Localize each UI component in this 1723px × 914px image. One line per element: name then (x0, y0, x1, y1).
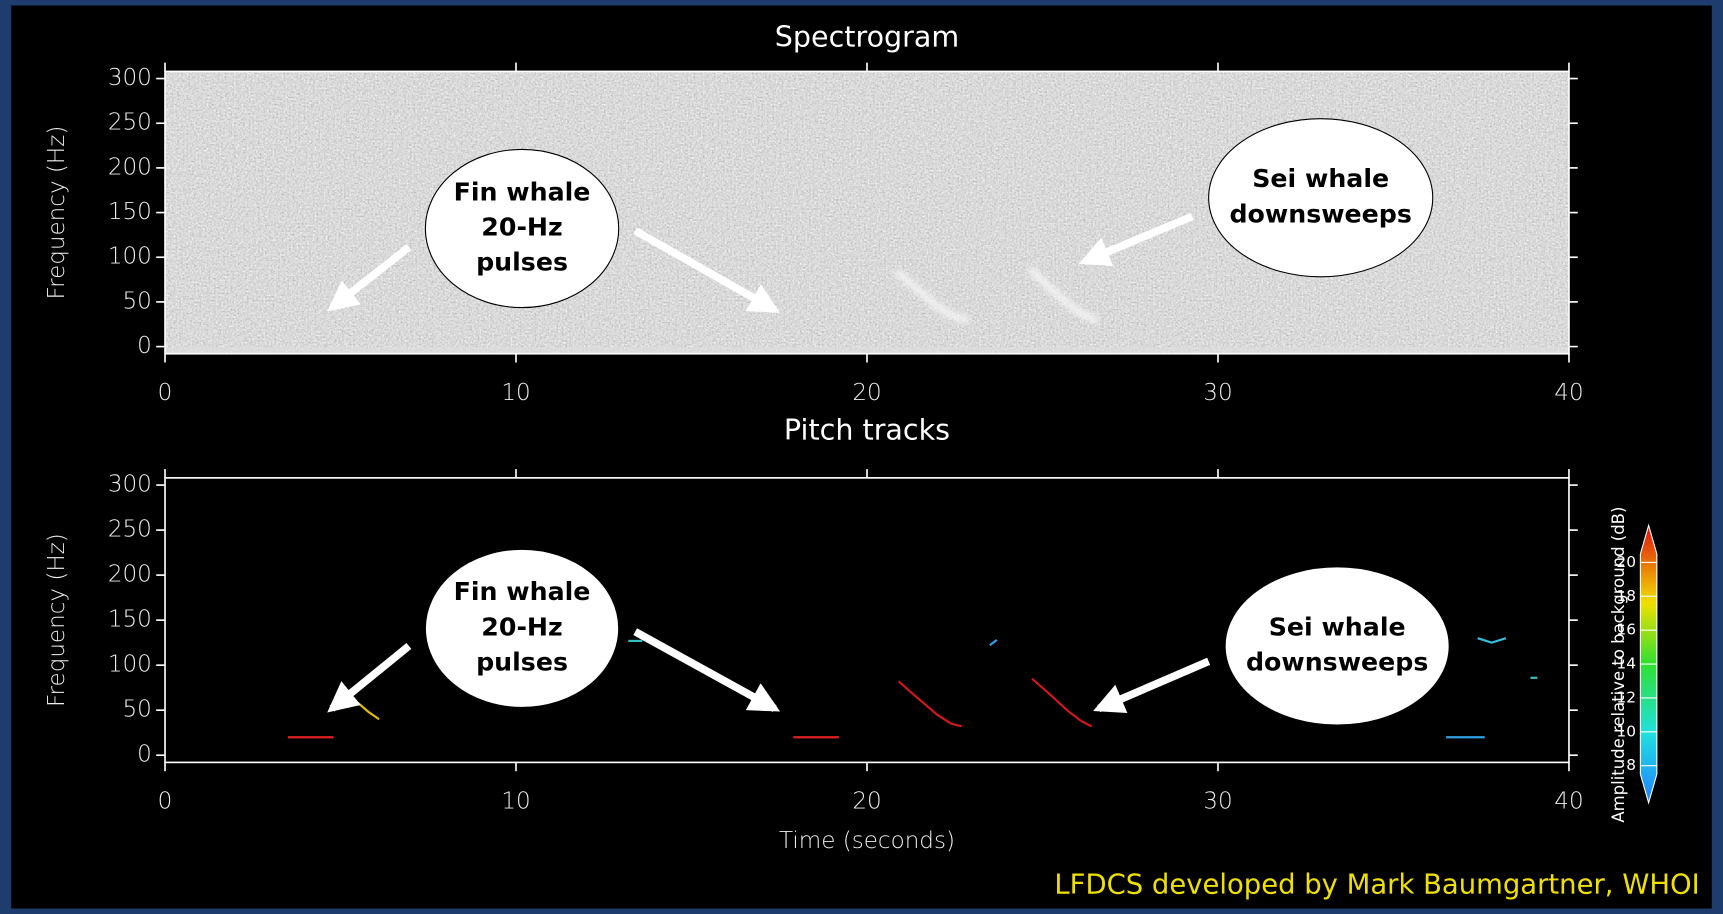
annotation-bubble (1208, 118, 1434, 278)
y-tick-label: 300 (108, 65, 152, 91)
colorbar-tick-label: 14 (1616, 655, 1636, 673)
x-tick-label: 40 (1554, 380, 1583, 406)
x-axis-label: Time (seconds) (779, 828, 955, 854)
x-tick-label: 20 (852, 380, 881, 406)
colorbar-tick-label: 8 (1626, 756, 1636, 774)
annotation-arrow (1093, 657, 1211, 713)
x-tick-label: 30 (1203, 788, 1232, 814)
y-tick-label: 100 (108, 244, 152, 270)
x-tick-label: 10 (501, 380, 530, 406)
annotation-text: downsweeps (1229, 199, 1411, 228)
chart-title: Spectrogram (775, 19, 959, 53)
y-tick-label: 150 (108, 199, 152, 225)
annotation-text: Fin whale (454, 177, 591, 206)
annotation-arrow (327, 642, 412, 713)
y-tick-label: 300 (108, 472, 152, 498)
x-tick-label: 0 (158, 788, 173, 814)
pitch-track (1031, 677, 1093, 728)
x-tick-label: 40 (1554, 788, 1583, 814)
annotation-text: Fin whale (454, 577, 591, 606)
annotation-bubble (424, 148, 620, 309)
annotation-text: 20-Hz (481, 212, 562, 241)
annotation-bubble (424, 548, 620, 709)
y-tick-label: 50 (123, 288, 152, 314)
colorbar-tick-label: 18 (1616, 587, 1636, 605)
footer: LFDCS developed by Mark Baumgartner, WHO… (1054, 869, 1699, 900)
pitch-track (989, 639, 998, 647)
spectrogram-feature (1028, 266, 1100, 324)
colorbar-label: Amplitude relative to background (dB) (1609, 507, 1628, 823)
colorbar-tick-label: 16 (1616, 621, 1636, 639)
annotation-text: Sei whale (1269, 612, 1406, 641)
annotation-text: pulses (476, 248, 568, 277)
annotation-arrow (1078, 212, 1194, 267)
x-tick-label: 20 (852, 788, 881, 814)
x-tick-label: 10 (501, 788, 530, 814)
annotation-arrow (327, 244, 412, 312)
annotation-text: downsweeps (1246, 648, 1428, 677)
x-tick-label: 0 (158, 380, 173, 406)
annotation-text: 20-Hz (481, 612, 562, 641)
colorbar-tick-label: 20 (1616, 553, 1636, 571)
y-axis-label: Frequency (Hz) (44, 126, 70, 300)
y-tick-label: 50 (123, 697, 152, 723)
y-tick-label: 200 (108, 154, 152, 180)
colorbar-tick-label: 10 (1616, 722, 1636, 740)
y-tick-label: 0 (137, 742, 152, 768)
y-tick-label: 250 (108, 517, 152, 543)
pitch-track (1477, 637, 1507, 644)
annotation-arrow (633, 628, 781, 712)
pitch-track (897, 680, 963, 728)
colorbar-tick-label: 12 (1616, 688, 1636, 706)
annotation-arrow (633, 227, 781, 314)
y-tick-label: 0 (137, 333, 152, 359)
y-tick-label: 150 (108, 607, 152, 633)
y-axis-label: Frequency (Hz) (44, 533, 70, 707)
y-tick-label: 200 (108, 562, 152, 588)
y-tick-label: 100 (108, 652, 152, 678)
x-tick-label: 30 (1203, 380, 1232, 406)
spectrogram-feature (894, 269, 970, 324)
annotation-text: pulses (476, 648, 568, 677)
chart-title: Pitch tracks (784, 413, 950, 447)
spectrogram-floor (165, 347, 1569, 354)
y-tick-label: 250 (108, 110, 152, 136)
annotation-bubble (1224, 566, 1450, 726)
annotation-text: Sei whale (1252, 164, 1389, 193)
